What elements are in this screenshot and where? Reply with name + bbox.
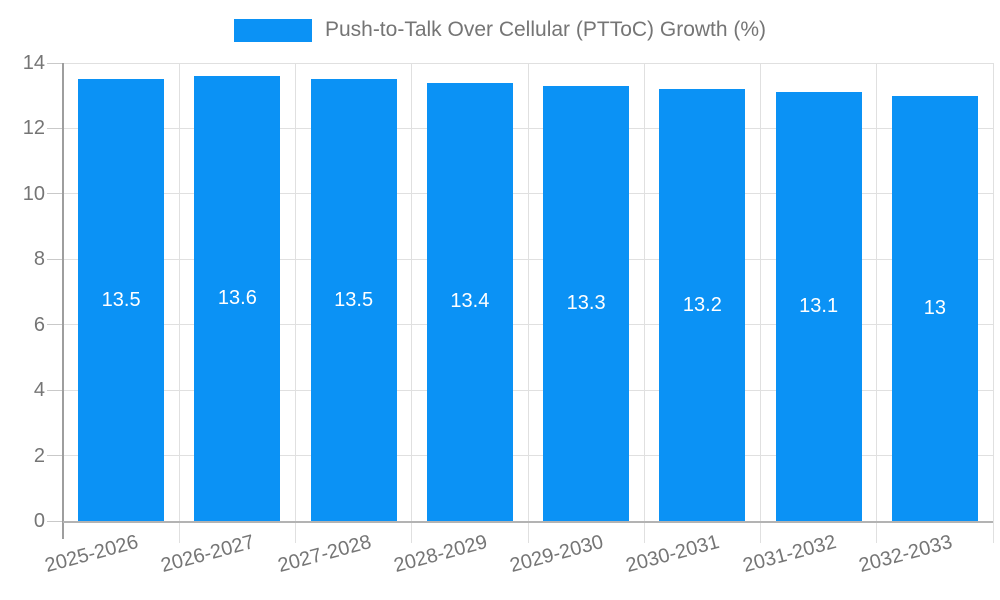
bar[interactable]: 13.1 (775, 92, 862, 521)
x-tick-mark (643, 521, 645, 543)
y-axis-tick-label: 8 (33, 248, 45, 271)
bar-value-label: 13.6 (217, 287, 257, 310)
bar[interactable]: 13.4 (426, 82, 513, 521)
bar[interactable]: 13.6 (194, 76, 281, 521)
x-gridline (876, 63, 878, 521)
bar[interactable]: 13.2 (659, 89, 746, 521)
legend-swatch (233, 18, 312, 42)
bar[interactable]: 13.3 (543, 85, 630, 521)
bar-value-label: 13 (923, 296, 946, 319)
bar-value-label: 13.4 (450, 290, 490, 313)
bar[interactable]: 13.5 (78, 79, 165, 521)
bar-value-label: 13.5 (334, 288, 374, 311)
y-axis-tick-label: 10 (22, 182, 45, 205)
x-tick-mark (760, 521, 761, 543)
y-tick-mark (47, 324, 63, 326)
y-tick-mark (47, 258, 63, 260)
y-axis-tick-label: 0 (33, 510, 45, 532)
y-tick-mark (47, 455, 63, 457)
y-axis-line (62, 63, 64, 539)
y-axis-tick-label: 4 (33, 379, 45, 402)
x-gridline (178, 63, 180, 521)
y-axis-tick-label: 2 (33, 444, 45, 467)
y-tick-mark (47, 520, 63, 522)
x-gridline (411, 63, 413, 521)
y-axis-tick-label: 6 (33, 313, 45, 336)
x-tick-mark (876, 521, 878, 543)
x-tick-mark (411, 521, 413, 543)
x-tick-mark (992, 521, 994, 543)
x-gridline (295, 63, 296, 521)
legend: Push-to-Talk Over Cellular (PTToC) Growt… (0, 18, 1000, 42)
x-tick-mark (178, 521, 180, 543)
bar-value-label: 13.1 (799, 295, 839, 318)
x-gridline (760, 63, 761, 521)
bar-value-label: 13.3 (566, 291, 606, 314)
bar-value-label: 13.5 (101, 288, 141, 311)
y-axis-tick-label: 14 (22, 52, 45, 74)
x-tick-mark (527, 521, 529, 543)
legend-item[interactable]: Push-to-Talk Over Cellular (PTToC) Growt… (233, 18, 767, 42)
x-axis-line (63, 521, 993, 523)
x-gridline (992, 63, 994, 521)
y-tick-mark (47, 193, 63, 195)
bar[interactable]: 13.5 (310, 79, 397, 521)
bar-value-label: 13.2 (682, 293, 722, 316)
y-axis-tick-label: 12 (22, 117, 45, 140)
x-tick-mark (295, 521, 296, 543)
x-gridline (643, 63, 645, 521)
y-tick-mark (47, 62, 63, 64)
bar[interactable]: 13 (891, 95, 978, 521)
y-tick-mark (47, 389, 63, 391)
x-gridline (527, 63, 529, 521)
y-tick-mark (47, 127, 63, 129)
legend-label: Push-to-Talk Over Cellular (PTToC) Growt… (324, 18, 767, 41)
